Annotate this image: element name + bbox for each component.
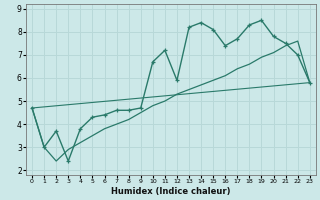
X-axis label: Humidex (Indice chaleur): Humidex (Indice chaleur): [111, 187, 231, 196]
